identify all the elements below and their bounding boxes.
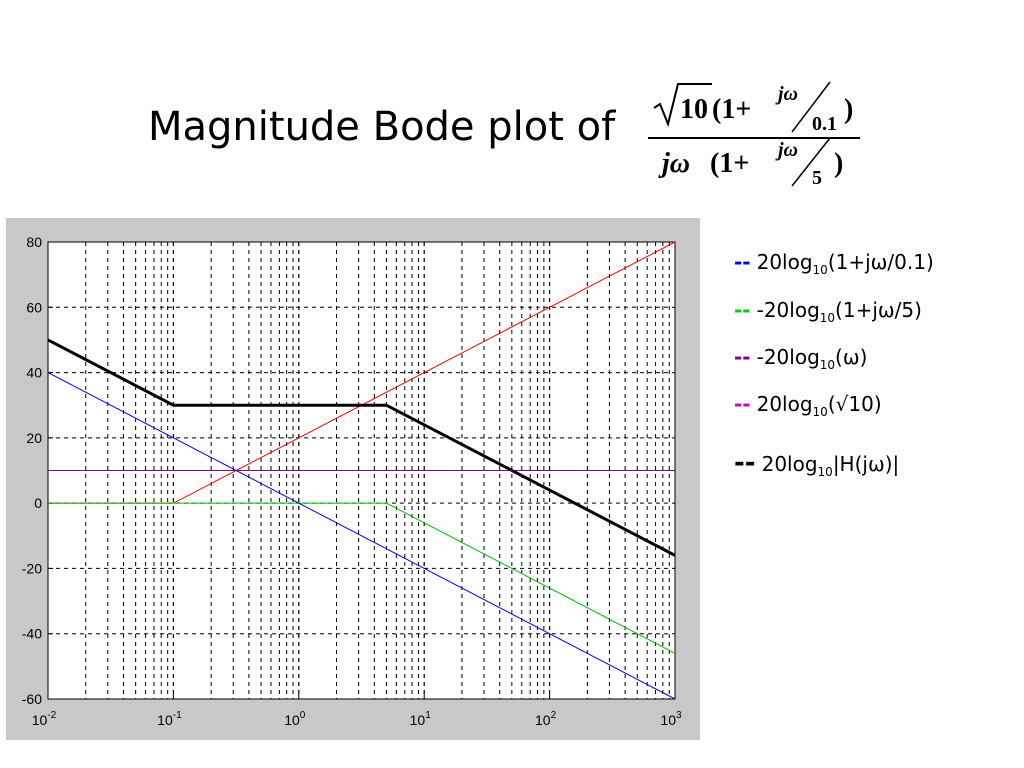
legend-post-5: |H(jω)| bbox=[832, 452, 900, 476]
legend-item-1: -- 20log10(1+jω/0.1) bbox=[734, 250, 934, 277]
legend-sub-2: 10 bbox=[819, 311, 836, 325]
legend-post-1: (1+jω/0.1) bbox=[827, 250, 934, 274]
den-slash bbox=[791, 137, 831, 187]
y-tick-label: 80 bbox=[26, 234, 42, 250]
num-slash bbox=[791, 81, 831, 133]
legend-post-4: (√10) bbox=[827, 392, 882, 416]
legend-pre-4: 20log bbox=[756, 392, 813, 416]
legend-pre-5: 20log bbox=[761, 452, 818, 476]
legend-pre-1: 20log bbox=[756, 250, 813, 274]
legend-pre-3: -20log bbox=[756, 345, 820, 369]
legend-sub-3: 10 bbox=[819, 358, 836, 372]
legend-item-5: -- 20log10|H(jω)| bbox=[734, 448, 899, 479]
series-line-2 bbox=[48, 502, 676, 654]
y-tick-label: -60 bbox=[22, 691, 42, 707]
y-tick-label: 40 bbox=[26, 365, 42, 381]
den-close: ) bbox=[834, 148, 843, 179]
transfer-function-formula: 10 (1+ jω 0.1 ) jω (1+ jω 5 ) bbox=[648, 81, 860, 189]
y-tick-label: -20 bbox=[22, 560, 42, 576]
x-tick-label: 10-1 bbox=[157, 710, 182, 728]
num-den: 0.1 bbox=[812, 113, 837, 135]
series-line-5 bbox=[47, 338, 676, 557]
den-jw: jω bbox=[658, 148, 690, 179]
den-jw2: jω bbox=[775, 139, 798, 161]
num-jw: jω bbox=[775, 83, 798, 105]
sqrt-sign bbox=[653, 83, 712, 128]
legend-dash-4: -- bbox=[734, 392, 751, 416]
x-tick-label: 102 bbox=[535, 710, 557, 728]
series-line-3 bbox=[47, 372, 676, 700]
legend-sub-5: 10 bbox=[817, 465, 833, 479]
legend-item-3: -- -20log10(ω) bbox=[734, 345, 867, 372]
den-den: 5 bbox=[812, 167, 822, 189]
legend-item-2: -- -20log10(1+jω/5) bbox=[734, 298, 922, 325]
legend-item-4: -- 20log10(√10) bbox=[734, 392, 882, 419]
legend-sub-4: 10 bbox=[812, 405, 828, 419]
y-tick-label: 0 bbox=[34, 495, 42, 511]
y-tick-label: -40 bbox=[22, 626, 42, 642]
x-tick-label: 10-2 bbox=[32, 710, 57, 728]
legend-dash-3: -- bbox=[734, 345, 751, 369]
legend-post-3: (ω) bbox=[835, 345, 868, 369]
legend-sub-1: 10 bbox=[812, 263, 828, 277]
legend-post-2: (1+jω/5) bbox=[835, 298, 922, 322]
y-tick-label: 60 bbox=[26, 299, 42, 315]
num-root: 10 bbox=[680, 94, 708, 125]
x-tick-label: 103 bbox=[660, 710, 682, 728]
num-close: ) bbox=[844, 94, 853, 125]
x-tick-label: 101 bbox=[410, 710, 432, 728]
bode-plot-svg: 80 60 40 20 0 -20 -40 -60 10-2 10-1 100 101 102 103 bbox=[6, 218, 700, 740]
legend-dash-1: -- bbox=[734, 250, 751, 274]
legend-dash-2: -- bbox=[734, 298, 751, 322]
bode-plot: 80 60 40 20 0 -20 -40 -60 10-2 10-1 100 101 102 103 bbox=[6, 218, 700, 740]
legend-pre-2: -20log bbox=[756, 298, 820, 322]
legend-dash-5: -- bbox=[734, 448, 756, 478]
num-paren: (1+ bbox=[712, 94, 751, 125]
den-paren: (1+ bbox=[710, 148, 749, 179]
y-tick-label: 20 bbox=[26, 430, 42, 446]
x-tick-label: 100 bbox=[284, 710, 306, 728]
page-title: Magnitude Bode plot of bbox=[148, 104, 616, 150]
